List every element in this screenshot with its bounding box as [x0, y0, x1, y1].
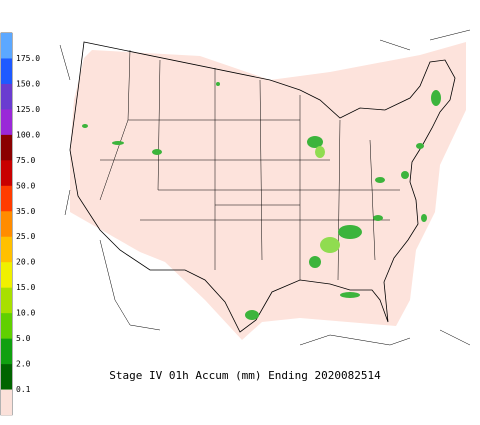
coverage-area — [70, 42, 466, 340]
map-title: Stage IV 01h Accum (mm) Ending 202008251… — [109, 369, 381, 382]
legend-label: 125.0 — [16, 105, 40, 114]
color-swatch — [1, 338, 12, 365]
color-swatch — [1, 185, 12, 212]
color-swatch — [1, 287, 12, 314]
legend-label: 35.0 — [16, 207, 35, 216]
legend-label: 5.0 — [16, 334, 31, 343]
legend-label: 25.0 — [16, 232, 35, 241]
legend-label: 50.0 — [16, 181, 35, 190]
color-swatch — [1, 83, 12, 110]
color-swatch — [1, 33, 12, 59]
color-swatch — [1, 313, 12, 339]
legend-label: 15.0 — [16, 283, 35, 292]
legend-label: 10.0 — [16, 309, 35, 318]
legend: 175.0 150.0 125.0 100.0 75.0 50.0 35.0 25.0 20.0… — [1, 33, 40, 416]
legend-label: 175.0 — [16, 54, 40, 63]
legend-label: 75.0 — [16, 156, 35, 165]
color-swatch — [1, 236, 12, 263]
color-swatch — [1, 160, 12, 187]
legend-label: 2.0 — [16, 360, 31, 369]
color-swatch — [1, 364, 12, 390]
legend-label: 0.1 — [16, 385, 31, 394]
color-swatch — [1, 109, 12, 136]
color-swatch — [1, 134, 12, 161]
color-swatch — [1, 262, 12, 288]
legend-label: 150.0 — [16, 79, 40, 88]
legend-label: 100.0 — [16, 130, 40, 139]
color-swatch — [1, 389, 12, 416]
map-lines — [59, 29, 471, 346]
color-swatch — [1, 211, 12, 238]
legend-label: 20.0 — [16, 258, 35, 267]
color-swatch — [1, 58, 12, 85]
precipitation — [82, 82, 441, 320]
